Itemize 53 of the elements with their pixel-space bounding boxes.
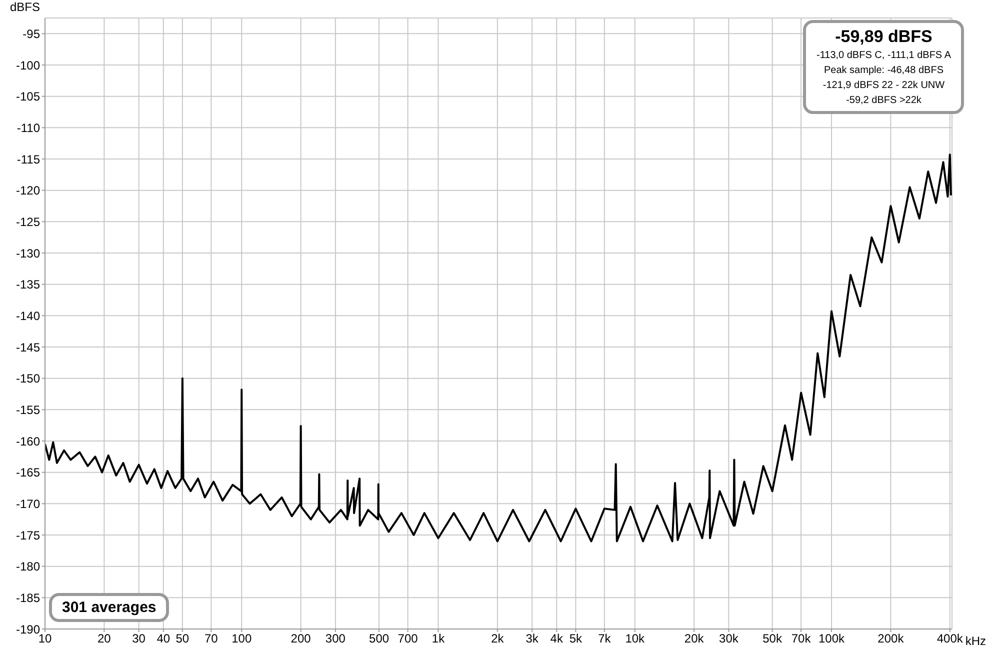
y-tick-label: -120	[16, 184, 40, 198]
y-tick-label: -190	[16, 622, 40, 636]
y-tick-label: -135	[16, 278, 40, 292]
y-tick-label: -160	[16, 434, 40, 448]
annotation: -121,9 dBFS 22 - 22k UNW	[822, 79, 946, 93]
y-tick-label: -170	[16, 496, 40, 511]
y-tick-label: -110	[16, 120, 40, 135]
y-tick-label: -100	[16, 58, 40, 72]
y-tick-label: -185	[16, 590, 40, 605]
x-tick-label: 1k	[432, 632, 446, 646]
x-tick-label: 10k	[625, 632, 646, 646]
x-tick-label: 20	[98, 632, 112, 646]
y-tick-label: -130	[16, 246, 40, 260]
y-tick-label: -180	[16, 560, 40, 574]
x-tick-label: 7k	[598, 632, 612, 646]
x-tick-label: 20k	[684, 632, 705, 646]
x-tick-label: 10	[38, 632, 52, 646]
y-tick-label: -95	[22, 26, 40, 41]
annotation: -59,89 dBFS	[834, 26, 934, 48]
y-tick-label: -145	[16, 340, 40, 354]
x-tick-label: 70k	[791, 632, 812, 646]
x-tick-label: 70	[204, 632, 218, 646]
annotation: -113,0 dBFS C, -111,1 dBFS A	[816, 49, 951, 63]
y-tick-label: -140	[16, 308, 40, 323]
x-tick-label: 4k	[550, 632, 564, 646]
x-tick-label: 30k	[719, 632, 740, 646]
x-tick-label: 400k	[936, 632, 964, 646]
x-tick-label: 5k	[569, 632, 584, 646]
x-axis-title: kHz	[965, 634, 986, 648]
x-tick-label: 50k	[762, 632, 783, 646]
x-tick-label: 40	[156, 632, 170, 646]
x-tick-label: 100k	[818, 632, 846, 646]
x-tick-label: 100	[232, 632, 252, 646]
y-tick-label: -165	[16, 466, 40, 480]
annotation: Peak sample: -46,48 dBFS	[822, 64, 944, 78]
x-tick-label: 200k	[878, 632, 905, 646]
y-tick-label: -125	[16, 214, 40, 229]
x-tick-label: 30	[132, 632, 146, 646]
x-tick-label: 500	[369, 632, 390, 646]
x-tick-label: 2k	[491, 632, 505, 646]
y-tick-label: -150	[16, 372, 40, 386]
y-tick-label: -115	[16, 152, 40, 166]
x-tick-label: 3k	[526, 632, 540, 646]
x-tick-label: 700	[398, 632, 418, 646]
annotation: 301 averages	[49, 593, 170, 622]
y-tick-label: -155	[16, 402, 40, 417]
x-tick-label: 200	[290, 632, 312, 646]
y-tick-label: -105	[16, 90, 40, 104]
annotation: -59,2 dBFS >22k	[845, 94, 922, 108]
y-tick-label: -175	[16, 528, 40, 542]
x-tick-label: 300	[325, 632, 346, 646]
x-tick-label: 50	[176, 632, 190, 646]
y-axis-title: dBFS	[10, 0, 40, 14]
